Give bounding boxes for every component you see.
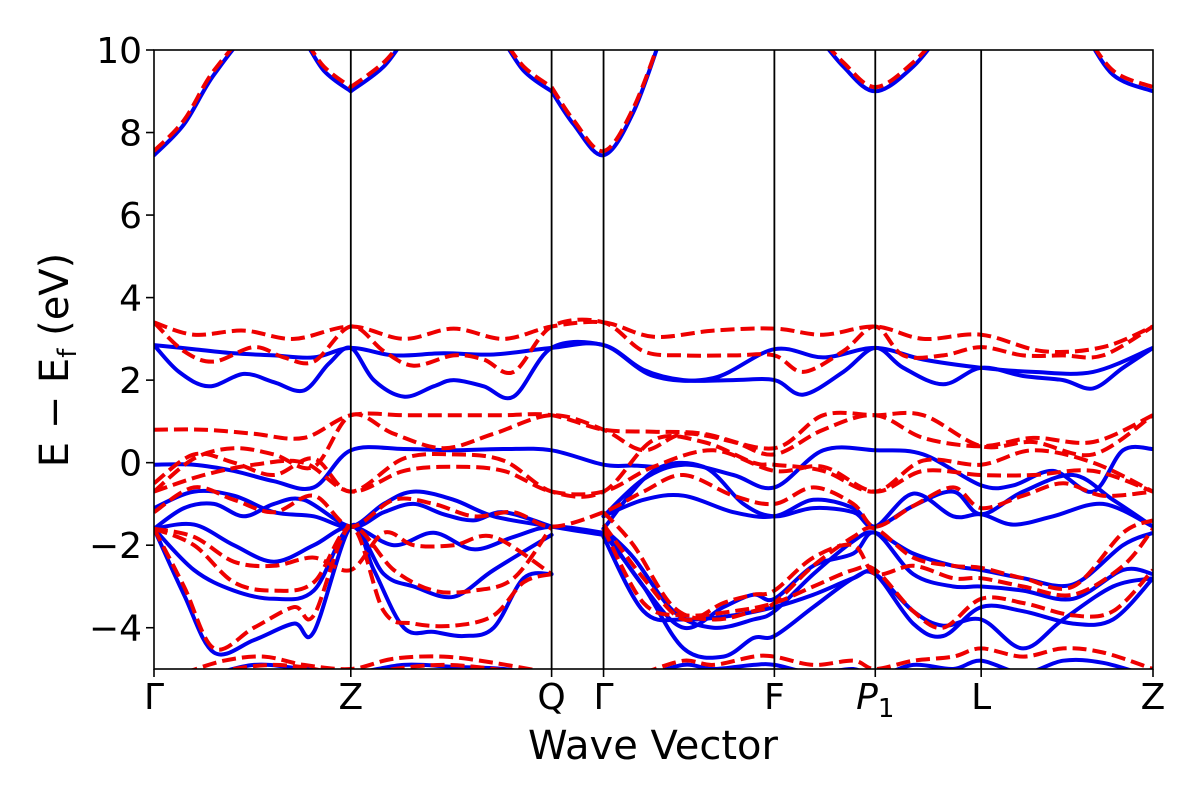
x-tick-label-0: Γ [144, 677, 164, 718]
x-tick-label-3: Γ [594, 677, 614, 718]
solid-band-line-2 [549, 50, 659, 158]
x-tick-label-6: L [971, 677, 991, 718]
x-axis-label: Wave Vector [528, 723, 779, 769]
dashed-band-line-5 [154, 50, 353, 153]
x-tick-label-1: Z [338, 677, 363, 718]
dashed-band-line-12 [154, 319, 1153, 355]
dashed-band-line-21 [154, 412, 1153, 494]
y-tick-label-1: 8 [119, 114, 142, 155]
solid-band-line-15 [601, 444, 1153, 519]
x-tick-label-4: F [764, 677, 785, 718]
dashed-band-line-13 [154, 317, 1153, 376]
dashed-band-line-42 [649, 646, 1153, 669]
x-tick-label-2: Q [537, 677, 565, 718]
plot-frame [153, 49, 1154, 670]
y-tick-label-5: 0 [119, 444, 142, 485]
dashed-band-line-40 [222, 662, 510, 669]
y-tick-label-6: −2 [89, 526, 142, 567]
x-axis-ticks: Γ Z Q Γ F P1 L Z [144, 669, 1165, 724]
high-symmetry-lines [349, 50, 983, 669]
dashed-band-line-7 [549, 50, 659, 154]
y-axis-ticks: 10 8 6 4 2 0 −2 −4 [89, 31, 154, 650]
solid-band-line-4 [1092, 50, 1153, 94]
dashed-band-line-8 [828, 50, 929, 90]
solid-band-line-25 [154, 521, 606, 564]
x-tick-label-5: P1 [856, 677, 894, 724]
dashed-band-line-39 [189, 654, 541, 669]
solid-band-line-29 [601, 526, 1153, 631]
y-axis-label: E − Ef (eV) [32, 253, 83, 468]
dashed-band-line-23 [154, 448, 1153, 497]
y-tick-label-4: 2 [119, 361, 142, 402]
band-lines [154, 50, 1153, 669]
y-tick-label-2: 6 [119, 196, 142, 237]
y-axis-label-unit: (eV) [32, 253, 78, 349]
y-tick-label-3: 4 [119, 279, 142, 320]
y-axis-label-main: E − E [32, 358, 78, 468]
dashed-band-line-35 [602, 510, 1153, 622]
dashed-band-line-6 [349, 50, 553, 89]
y-axis-label-subscript: f [53, 348, 83, 358]
solid-band-line-31 [601, 530, 1153, 660]
solid-band-line-0 [154, 50, 353, 158]
solid-band-line-14 [154, 445, 656, 492]
solid-band-line-27 [154, 522, 554, 657]
dashed-band-line-9 [1093, 50, 1153, 89]
y-tick-label-7: −4 [89, 609, 142, 650]
dashed-band-line-24 [154, 472, 1153, 529]
x-tick-label-7: Z [1141, 677, 1166, 718]
solid-band-line-3 [826, 50, 931, 94]
solid-band-line-1 [348, 50, 554, 94]
y-tick-label-0: 10 [96, 31, 142, 72]
